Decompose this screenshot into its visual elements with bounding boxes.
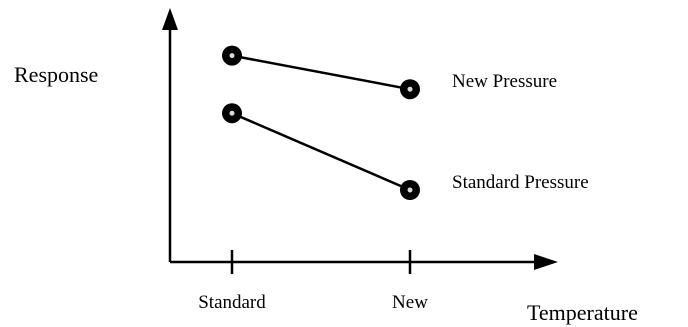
data-point-standard-pressure-new (400, 180, 420, 200)
x-ticks: Standard New (198, 250, 428, 313)
data-point-new-pressure-standard (222, 45, 242, 66)
x-tick-label-new: New (392, 292, 428, 313)
x-tick-label-standard: Standard (198, 292, 266, 313)
series-label-standard-pressure: Standard Pressure (452, 172, 589, 193)
y-axis-label: Response (14, 62, 98, 87)
y-axis-arrowhead (162, 8, 178, 30)
data-point-new-pressure-new (400, 79, 420, 100)
series-label-new-pressure: New Pressure (452, 71, 557, 92)
x-axis-label: Temperature (527, 300, 638, 325)
series-layer: New Pressure Standard Pressure (222, 45, 589, 200)
series-line-standard-pressure (231, 112, 411, 192)
series-line-new-pressure (231, 54, 411, 91)
data-point-standard-pressure-standard (222, 103, 242, 124)
x-axis-arrowhead (534, 254, 558, 270)
